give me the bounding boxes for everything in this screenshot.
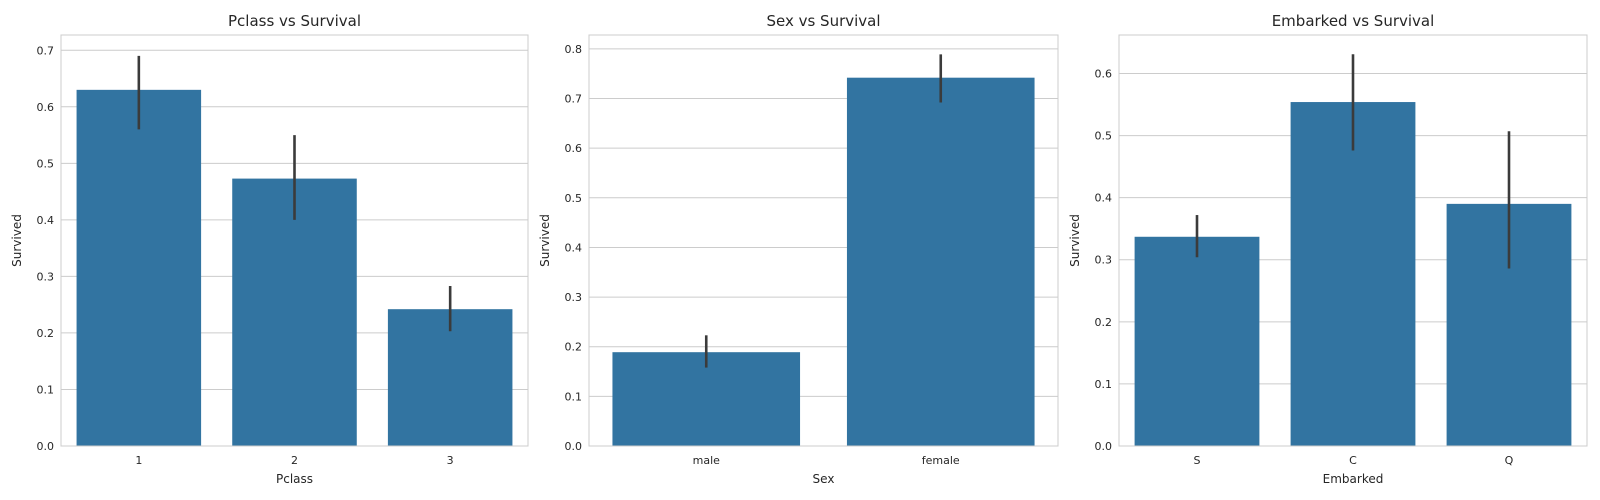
axes-frame <box>60 34 529 447</box>
bar <box>1134 236 1260 446</box>
x-axis-label: Sex <box>813 472 835 486</box>
y-tick-label: 0.5 <box>565 192 583 205</box>
chart-sex: 0.0 0.1 0.2 0.3 0.4 0.5 0.6 0.7 0.8 male female Sex… <box>538 12 1059 486</box>
y-axis-label: Survived <box>1068 214 1082 267</box>
axes-frame <box>588 34 1059 447</box>
chart-title: Sex vs Survival <box>766 12 880 30</box>
x-tick-label: female <box>922 454 960 467</box>
x-tick-label: 2 <box>291 454 298 467</box>
y-tick-label: 0.4 <box>565 241 583 254</box>
y-tick-label: 0.2 <box>1095 316 1113 329</box>
y-tick-label: 0.0 <box>37 440 55 453</box>
y-tick-label: 0.6 <box>565 142 583 155</box>
y-tick-label: 0.1 <box>565 390 583 403</box>
x-axis-label: Embarked <box>1323 472 1384 486</box>
x-tick-label: Q <box>1505 454 1514 467</box>
y-tick-label: 0.7 <box>565 93 583 106</box>
x-tick-label: C <box>1349 454 1357 467</box>
bar <box>612 352 801 446</box>
y-tick-label: 0.6 <box>1095 67 1113 80</box>
bar <box>1290 102 1416 446</box>
y-tick-label: 0.0 <box>565 440 583 453</box>
x-axis-label: Pclass <box>276 472 313 486</box>
y-tick-label: 0.1 <box>37 383 55 396</box>
bar <box>387 309 513 446</box>
x-tick-label: 3 <box>447 454 454 467</box>
bar <box>232 178 357 447</box>
bar <box>76 89 202 446</box>
y-tick-label: 0.4 <box>37 214 55 227</box>
bar <box>846 77 1035 446</box>
y-tick-label: 0.3 <box>1095 254 1113 267</box>
chart-title: Embarked vs Survival <box>1272 12 1435 30</box>
chart-embarked: 0.0 0.1 0.2 0.3 0.4 0.5 0.6 S C Q Embarked vs Surv… <box>1068 12 1588 486</box>
x-tick-label: 1 <box>135 454 142 467</box>
y-tick-label: 0.2 <box>565 341 583 354</box>
y-tick-label: 0.7 <box>37 44 55 57</box>
y-tick-label: 0.3 <box>565 291 583 304</box>
x-tick-label: male <box>693 454 721 467</box>
y-axis-label: Survived <box>10 214 24 267</box>
y-tick-label: 0.1 <box>1095 378 1113 391</box>
axes-frame <box>1118 34 1588 447</box>
y-tick-label: 0.6 <box>37 101 55 114</box>
y-tick-label: 0.4 <box>1095 192 1113 205</box>
y-tick-label: 0.3 <box>37 270 55 283</box>
y-tick-label: 0.0 <box>1095 440 1113 453</box>
x-tick-label: S <box>1194 454 1201 467</box>
y-tick-label: 0.2 <box>37 327 55 340</box>
y-tick-label: 0.8 <box>565 43 583 56</box>
y-tick-label: 0.5 <box>1095 130 1113 143</box>
chart-pclass: 0.0 0.1 0.2 0.3 0.4 0.5 0.6 0.7 1 2 3 Pclass vs Sur… <box>10 12 529 486</box>
y-axis-label: Survived <box>538 214 552 267</box>
chart-title: Pclass vs Survival <box>228 12 361 30</box>
y-tick-label: 0.5 <box>37 157 55 170</box>
